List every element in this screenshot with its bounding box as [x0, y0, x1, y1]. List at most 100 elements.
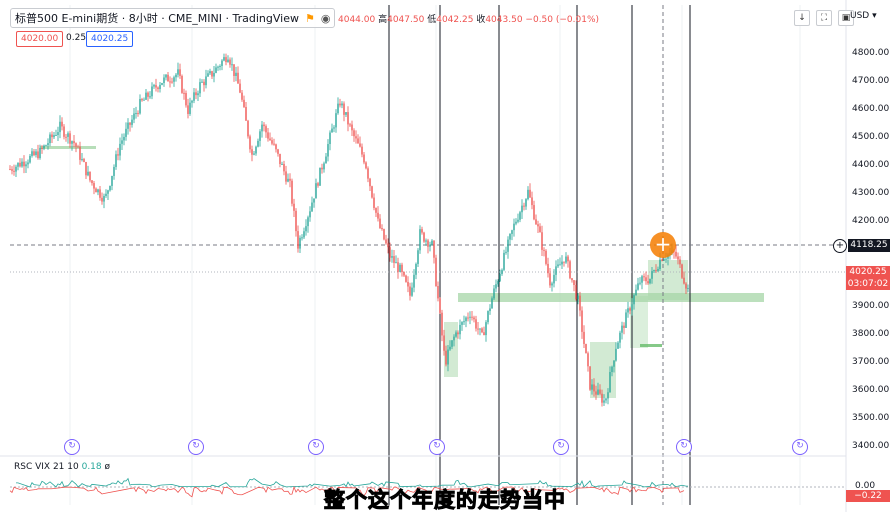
currency-selector[interactable]: USD ▾: [850, 11, 877, 21]
candle-body: [611, 366, 613, 373]
support-zone-main[interactable]: [458, 293, 764, 302]
candle-body: [635, 289, 637, 296]
candle-body: [497, 280, 499, 285]
candle-body: [149, 96, 151, 98]
sell-price-button[interactable]: 4020.00: [16, 31, 64, 47]
event-icon[interactable]: ↻: [188, 439, 204, 455]
candle-body: [507, 239, 509, 252]
candle-body: [433, 240, 435, 258]
candle-body: [165, 74, 167, 78]
candle-body: [655, 270, 657, 272]
candle-body: [35, 151, 37, 156]
event-icon[interactable]: ↻: [308, 439, 324, 455]
candle-body: [619, 332, 621, 343]
candle-body: [601, 393, 603, 403]
candle-body: [25, 164, 27, 167]
candle-body: [423, 232, 425, 242]
candle-body: [265, 126, 267, 133]
candle-body: [417, 250, 419, 264]
maximize-icon[interactable]: ⛶: [816, 10, 832, 26]
candle-body: [253, 153, 255, 155]
event-icon[interactable]: ↻: [64, 439, 80, 455]
candle-body: [525, 199, 527, 207]
candle-body: [539, 226, 541, 233]
candle-body: [465, 317, 467, 322]
candle-body: [87, 171, 89, 176]
candle-body: [409, 286, 411, 296]
zone-mid[interactable]: [630, 296, 648, 348]
candle-body: [109, 185, 111, 191]
candle-body: [399, 264, 401, 272]
cursor-crosshair-icon: +: [650, 232, 676, 258]
candle-body: [263, 124, 265, 127]
candle-body: [183, 92, 185, 94]
candle-body: [259, 131, 261, 141]
candle-body: [237, 72, 239, 84]
price-axis-label: 3600.00: [852, 384, 890, 395]
screenshot-icon[interactable]: ▣: [838, 10, 854, 26]
candle-body: [247, 120, 249, 137]
symbol-title[interactable]: 标普500 E-mini期货 · 8小时 · CME_MINI · Tradin…: [15, 12, 299, 25]
candle-body: [687, 287, 689, 289]
indicator-legend[interactable]: RSC VIX 21 10 0.18 ø: [14, 462, 110, 472]
ohlc-values: 4044.00 高4047.50 低4042.25 收4043.50 −0.50…: [338, 12, 599, 25]
candle-body: [569, 261, 571, 279]
candle-body: [311, 202, 313, 212]
price-axis-label: 3500.00: [852, 412, 890, 423]
candle-body: [315, 183, 317, 199]
candle-body: [547, 263, 549, 274]
candle-body: [33, 151, 35, 156]
candle-body: [143, 99, 145, 101]
candle-body: [561, 261, 563, 265]
price-axis-label: 4600.00: [852, 104, 890, 115]
event-icon[interactable]: ↻: [792, 439, 808, 455]
candle-body: [645, 277, 647, 282]
candle-body: [623, 325, 625, 328]
candle-body: [479, 328, 481, 330]
candle-body: [461, 322, 463, 325]
candle-body: [159, 84, 161, 89]
event-icon[interactable]: ↻: [429, 439, 445, 455]
candle-body: [511, 230, 513, 234]
eye-icon[interactable]: ◉: [320, 11, 331, 25]
candle-body: [487, 311, 489, 323]
candle-body: [289, 178, 291, 181]
candle-body: [9, 169, 11, 171]
candle-body: [463, 321, 465, 323]
chevron-down-icon[interactable]: ↓: [794, 10, 810, 26]
zone-early[interactable]: [40, 146, 96, 149]
flag-icon[interactable]: ⚑: [304, 11, 315, 25]
candle-body: [491, 298, 493, 309]
candle-body: [275, 144, 277, 150]
event-icon[interactable]: ↻: [676, 439, 692, 455]
candle-body: [39, 147, 41, 159]
candle-body: [175, 74, 177, 78]
buy-price-button[interactable]: 4020.25: [86, 31, 134, 47]
candle-body: [595, 391, 597, 395]
symbol-legend[interactable]: 标普500 E-mini期货 · 8小时 · CME_MINI · Tradin…: [10, 8, 335, 28]
candle-body: [305, 226, 307, 232]
candle-body: [657, 268, 659, 271]
candle-body: [279, 153, 281, 165]
candle-body: [585, 343, 587, 354]
candle-body: [515, 221, 517, 224]
candle-body: [505, 251, 507, 253]
candle-body: [145, 92, 147, 100]
event-icon[interactable]: ↻: [553, 439, 569, 455]
candle-body: [73, 141, 75, 144]
candle-body: [309, 211, 311, 218]
zone-mid-line[interactable]: [640, 344, 662, 347]
candle-body: [483, 332, 485, 336]
candle-body: [313, 198, 315, 203]
candle-body: [287, 178, 289, 182]
candle-body: [171, 81, 173, 83]
candle-body: [129, 122, 131, 125]
candle-body: [83, 159, 85, 163]
add-alert-icon[interactable]: +: [833, 239, 847, 253]
candle-body: [225, 57, 227, 63]
candle-body: [241, 92, 243, 100]
candle-body: [203, 81, 205, 86]
candle-body: [349, 124, 351, 126]
candle-body: [647, 281, 649, 284]
